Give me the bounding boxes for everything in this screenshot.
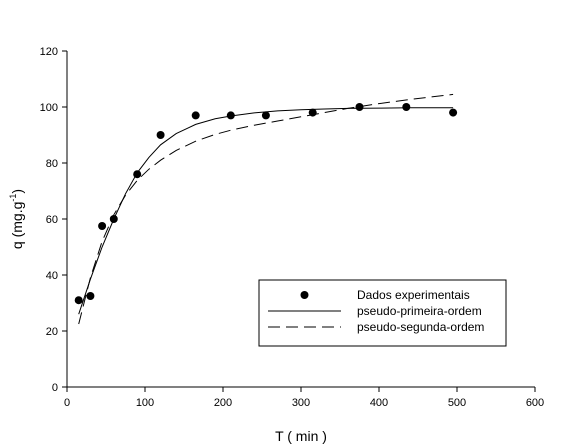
series-line-2 [78, 93, 454, 325]
x-tick-label: 500 [448, 397, 466, 409]
y-axis-title-end: ) [9, 189, 25, 194]
y-axis-title: q (mg.g-1) [8, 189, 25, 249]
data-point [261, 111, 270, 120]
y-tick-label: 80 [46, 158, 58, 170]
y-tick-label: 40 [46, 270, 58, 282]
data-point [402, 103, 411, 111]
x-tick-label: 300 [292, 397, 310, 409]
data-point [449, 108, 458, 117]
legend-label: pseudo-segunda-ordem [357, 320, 484, 334]
x-tick-label: 0 [64, 397, 70, 409]
legend-label: pseudo-primeira-ordem [357, 304, 482, 318]
data-point [74, 296, 83, 305]
data-point [226, 111, 235, 120]
y-tick-label: 0 [52, 382, 58, 394]
x-axis-title: T ( min ) [275, 428, 327, 444]
axes: 0 100 200 300 400 500 600 0 20 40 60 80 100 120 T ( mi… [8, 46, 544, 444]
data-point [355, 103, 364, 111]
legend: Dados experimentais pseudo-primeira-ordem… [258, 279, 507, 347]
series-layer [74, 93, 458, 325]
data-point [156, 131, 165, 139]
x-tick-label: 600 [526, 397, 544, 409]
data-point [86, 292, 95, 300]
x-tick-label: 100 [136, 397, 154, 409]
x-tick-label: 400 [370, 397, 388, 409]
y-axis-title-base: q (mg.g [9, 202, 25, 249]
y-axis-title-sup: -1 [8, 194, 18, 202]
legend-marker-points [300, 291, 309, 299]
y-tick-label: 100 [40, 102, 58, 114]
y-tick-label: 120 [40, 46, 58, 58]
series-line-1 [78, 107, 454, 315]
legend-label: Dados experimentais [357, 288, 470, 302]
data-point [191, 111, 200, 120]
legend-box [258, 279, 507, 347]
y-tick-label: 60 [46, 214, 58, 226]
x-tick-label: 200 [214, 397, 232, 409]
data-point [98, 222, 107, 230]
y-tick-label: 20 [46, 326, 58, 338]
